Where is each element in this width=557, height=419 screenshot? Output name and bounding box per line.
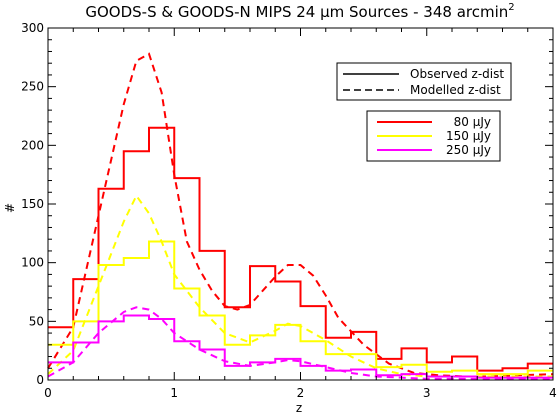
- observed-histogram-80: [48, 126, 553, 372]
- legend-observed-label: Observed z-dist: [410, 67, 504, 81]
- x-tick-label: 4: [549, 386, 557, 400]
- y-tick-label: 300: [21, 21, 44, 35]
- x-tick-label: 1: [170, 386, 178, 400]
- y-tick-label: 50: [29, 314, 44, 328]
- x-tick-label: 3: [423, 386, 431, 400]
- x-tick-label: 2: [297, 386, 305, 400]
- chart-title: GOODS-S & GOODS-N MIPS 24 μm Sources - 3…: [85, 2, 514, 21]
- x-tick-label: 0: [44, 386, 52, 400]
- flux-legend: 80 μJy 150 μJy 250 μJy: [366, 110, 501, 162]
- legend-modelled-label: Modelled z-dist: [410, 83, 501, 97]
- plot-marks: [47, 52, 554, 380]
- plot-axes: 0 1 2 3 4 0 50 100 150 200 250 300: [21, 21, 557, 400]
- legend-250-label: 250 μJy: [446, 143, 491, 157]
- y-tick-label: 100: [21, 256, 44, 270]
- line-style-legend: Observed z-dist Modelled z-dist: [336, 62, 512, 101]
- y-tick-label: 200: [21, 138, 44, 152]
- y-tick-label: 250: [21, 80, 44, 94]
- legend-80-label: 80 μJy: [454, 115, 491, 129]
- modelled-curve-250: [47, 306, 553, 380]
- y-tick-label: 0: [36, 373, 44, 387]
- y-axis-label: #: [3, 203, 17, 213]
- legend-150-label: 150 μJy: [446, 129, 491, 143]
- observed-histogram-150: [48, 240, 553, 376]
- x-axis-label: z: [296, 401, 302, 415]
- y-tick-label: 150: [21, 197, 44, 211]
